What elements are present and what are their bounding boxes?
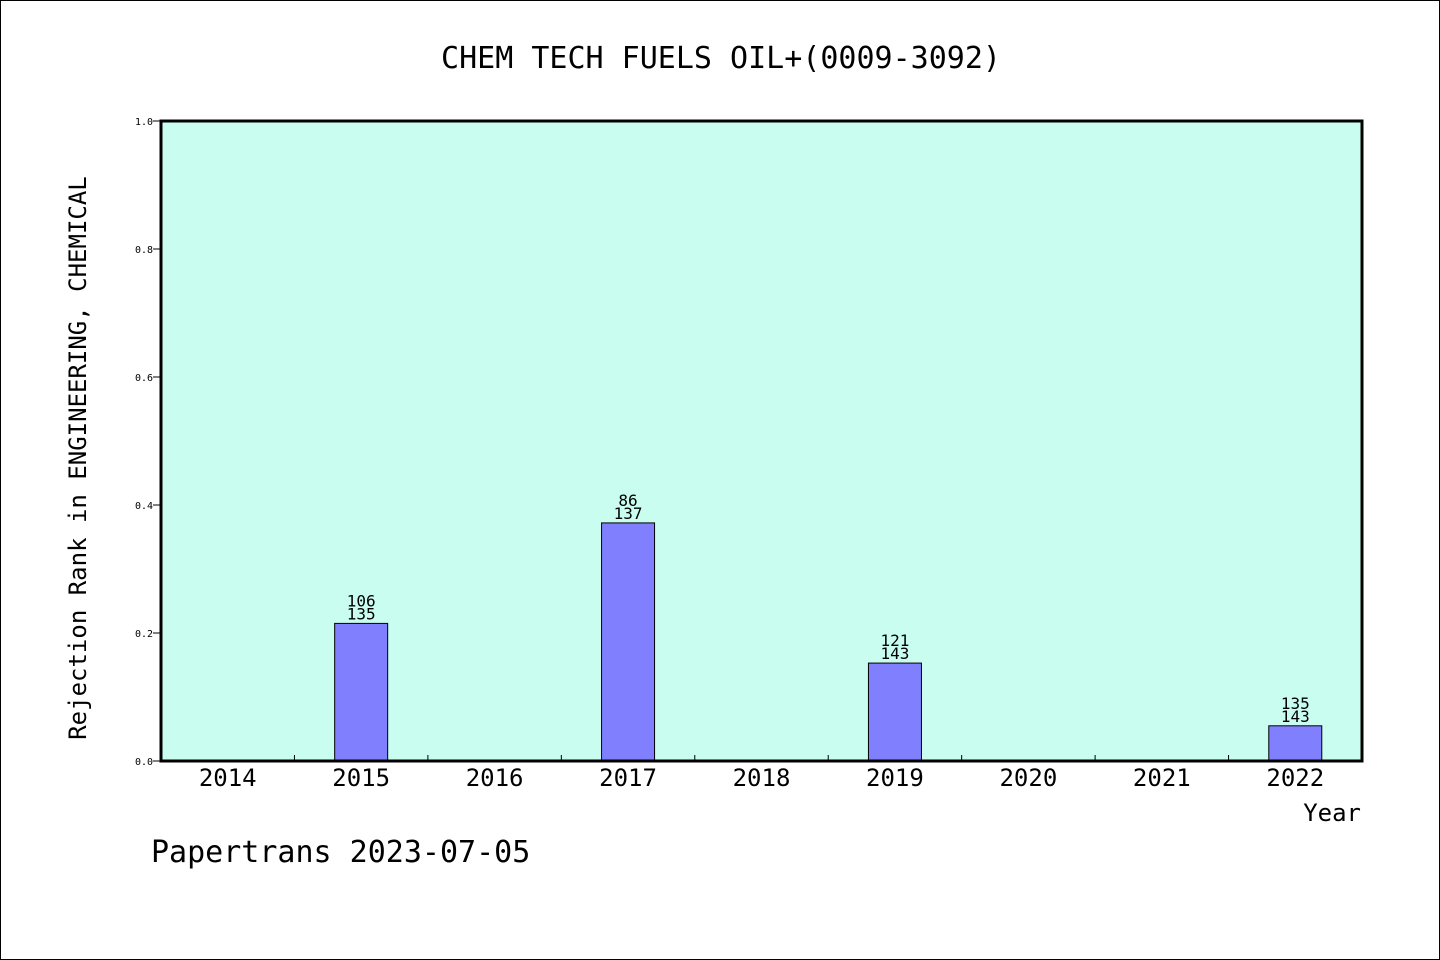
- y-tick-label: 0.8: [135, 245, 153, 256]
- bar-label-bottom: 137: [614, 504, 643, 523]
- x-axis: 2014 2015 2016 2017 2018 2019 2020 2021 2022: [199, 755, 1324, 792]
- x-tick-label: 2017: [599, 764, 657, 792]
- x-tick-label: 2016: [466, 764, 524, 792]
- bar-label-top: 86: [618, 491, 637, 510]
- y-tick-label: 0.2: [135, 629, 153, 640]
- footer-stamp: Papertrans 2023-07-05: [151, 835, 531, 870]
- y-tick-label: 0.0: [135, 757, 153, 768]
- bar-label-bottom: 143: [1281, 707, 1310, 726]
- bar-2015: [334, 622, 389, 762]
- y-axis-label: Rejection Rank in ENGINEERING, CHEMICAL: [64, 176, 92, 740]
- x-tick-label: 2018: [733, 764, 791, 792]
- x-tick-label: 2022: [1266, 764, 1324, 792]
- bar-2022: [1268, 725, 1323, 762]
- chart-title: CHEM TECH FUELS OIL+(0009-3092): [441, 41, 1001, 76]
- y-axis: 0.0 0.2 0.4 0.6 0.8 1.0: [135, 117, 161, 768]
- bar-label-top: 121: [880, 631, 909, 650]
- x-tick-label: 2020: [999, 764, 1057, 792]
- bar-label-top: 106: [347, 591, 376, 610]
- bar-label-bottom: 143: [880, 644, 909, 663]
- x-axis-label: Year: [1303, 799, 1361, 827]
- y-tick-label: 0.6: [135, 373, 153, 384]
- bar-2017: [601, 522, 656, 762]
- x-tick-label: 2014: [199, 764, 257, 792]
- x-tick-label: 2015: [332, 764, 390, 792]
- y-tick-label: 1.0: [135, 117, 153, 128]
- bar-2019: [867, 662, 922, 762]
- x-tick-label: 2019: [866, 764, 924, 792]
- plot-border: [159, 119, 1364, 763]
- bar-label-top: 135: [1281, 694, 1310, 713]
- y-tick-label: 0.4: [135, 501, 153, 512]
- bar-label-bottom: 135: [347, 604, 376, 623]
- x-tick-label: 2021: [1133, 764, 1191, 792]
